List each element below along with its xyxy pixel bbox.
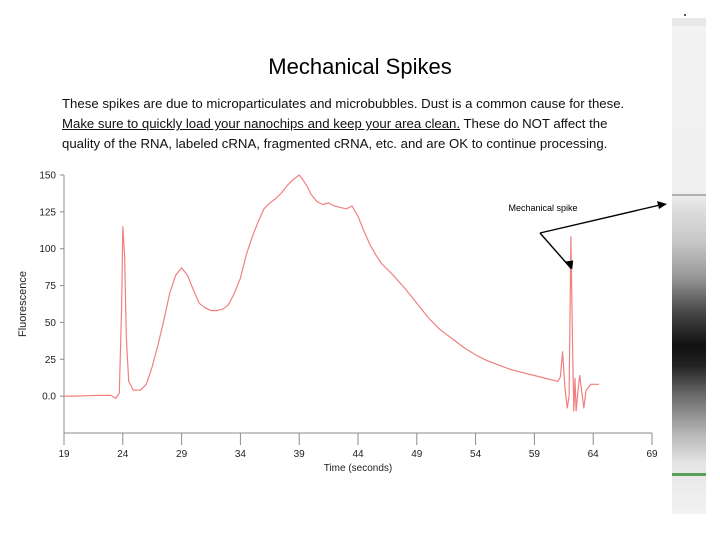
y-tick-label: 75 bbox=[45, 281, 57, 292]
page-marker bbox=[684, 14, 686, 16]
x-tick-label: 39 bbox=[294, 449, 306, 460]
gel-top-band bbox=[672, 18, 706, 26]
slide-title: Mechanical Spikes bbox=[268, 54, 452, 79]
y-tick-label: 0.0 bbox=[42, 392, 56, 403]
y-axis-label: Fluorescence bbox=[17, 271, 29, 337]
gel-marker-band bbox=[672, 473, 706, 476]
y-tick-label: 100 bbox=[39, 244, 56, 255]
body-line-3: quality of the RNA, labeled cRNA, fragme… bbox=[62, 136, 608, 151]
annotation-label: Mechanical spike bbox=[508, 203, 577, 213]
x-tick-label: 54 bbox=[470, 449, 482, 460]
chart-series bbox=[64, 174, 600, 412]
x-tick-label: 49 bbox=[411, 449, 423, 460]
x-tick-label: 69 bbox=[646, 449, 658, 460]
chart-axes bbox=[60, 174, 653, 445]
slide-body-text: These spikes are due to microparticulate… bbox=[62, 94, 672, 154]
x-tick-label: 44 bbox=[352, 449, 364, 460]
y-tick-labels: 150 125 100 75 50 25 0.0 bbox=[39, 171, 56, 403]
gel-pointer-line bbox=[539, 204, 661, 234]
y-tick-label: 25 bbox=[45, 355, 57, 366]
annotation-group: Mechanical spike bbox=[508, 201, 667, 270]
gel-band bbox=[672, 194, 706, 196]
body-line-2-rest: These do NOT affect the bbox=[460, 116, 608, 131]
x-tick-label: 19 bbox=[58, 449, 70, 460]
x-tick-label: 64 bbox=[588, 449, 600, 460]
body-line-2-underlined: Make sure to quickly load your nanochips… bbox=[62, 116, 461, 131]
y-tick-label: 150 bbox=[39, 171, 56, 182]
annotation-arrow-line bbox=[539, 232, 572, 269]
body-line-1: These spikes are due to microparticulate… bbox=[62, 96, 625, 111]
gel-image-strip bbox=[672, 18, 706, 514]
x-tick-label: 24 bbox=[117, 449, 129, 460]
x-tick-label: 59 bbox=[529, 449, 541, 460]
x-tick-labels: 19 24 29 34 39 44 49 54 59 64 69 bbox=[58, 449, 658, 460]
annotation-arrowhead bbox=[565, 260, 574, 270]
y-tick-label: 50 bbox=[45, 318, 57, 329]
fluorescence-trace bbox=[64, 174, 600, 412]
gel-pointer-arrowhead bbox=[657, 201, 667, 209]
x-axis-label: Time (seconds) bbox=[324, 463, 393, 474]
x-tick-label: 34 bbox=[235, 449, 247, 460]
y-tick-label: 125 bbox=[39, 207, 56, 218]
x-tick-label: 29 bbox=[176, 449, 188, 460]
